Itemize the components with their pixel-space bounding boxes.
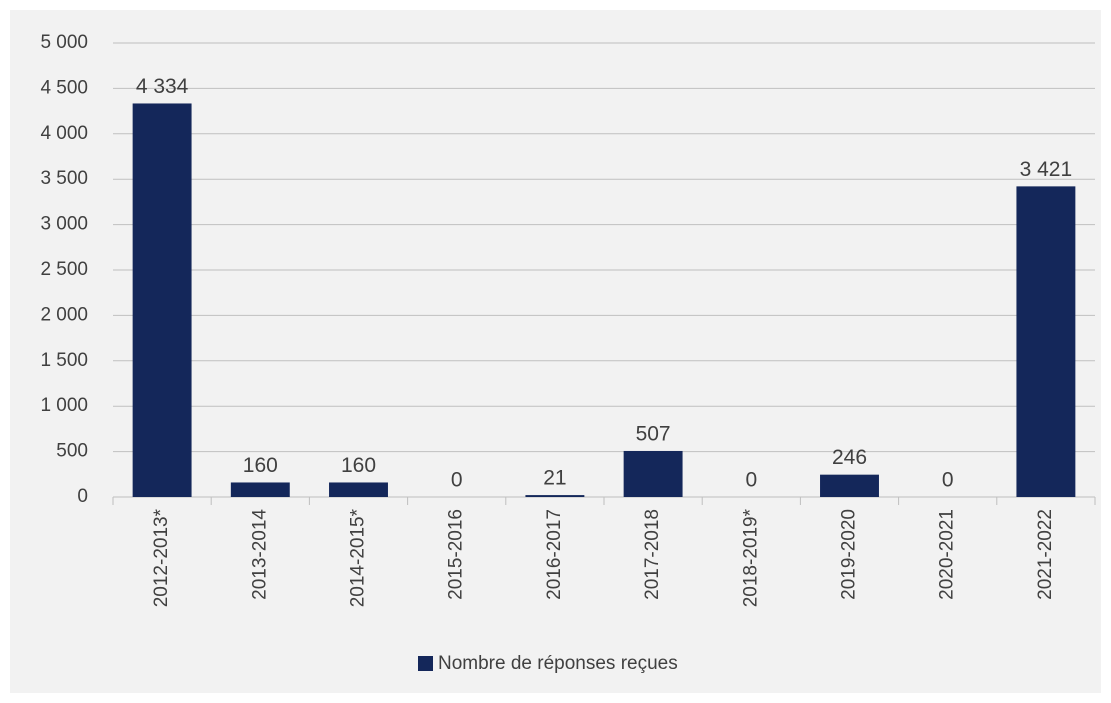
- chart-background: [10, 10, 1101, 693]
- x-tick-label: 2015-2016: [446, 509, 467, 600]
- x-tick-label: 2018-2019*: [740, 508, 761, 607]
- data-label: 0: [745, 469, 757, 492]
- y-tick-label: 4 000: [40, 123, 88, 144]
- bar: [230, 482, 290, 497]
- y-tick-label: 3 500: [40, 168, 88, 189]
- bar: [1016, 186, 1076, 497]
- data-label: 160: [341, 454, 376, 477]
- data-label: 3 421: [1020, 158, 1073, 181]
- data-label: 0: [451, 469, 463, 492]
- data-label: 246: [832, 446, 867, 469]
- y-tick-label: 1 500: [40, 350, 88, 371]
- legend-swatch: [418, 656, 433, 671]
- y-tick-label: 4 500: [40, 77, 88, 98]
- x-tick-label: 2021-2022: [1035, 509, 1056, 600]
- legend-label: Nombre de réponses reçues: [438, 653, 678, 674]
- y-tick-label: 500: [56, 441, 88, 462]
- bar: [623, 450, 683, 497]
- data-label: 21: [543, 467, 566, 490]
- x-tick-label: 2017-2018: [642, 509, 663, 600]
- y-tick-label: 5 000: [40, 32, 88, 53]
- bar: [820, 474, 879, 497]
- bar: [132, 103, 192, 497]
- bar: [329, 482, 388, 497]
- data-label: 507: [636, 423, 671, 446]
- x-tick-label: 2014-2015*: [348, 508, 369, 607]
- y-tick-label: 3 000: [40, 214, 88, 235]
- data-label: 0: [942, 469, 954, 492]
- x-tick-label: 2016-2017: [544, 509, 565, 600]
- y-tick-label: 2 000: [40, 304, 88, 325]
- x-tick-label: 2019-2020: [839, 509, 860, 600]
- x-tick-label: 2013-2014: [249, 509, 270, 600]
- bar: [525, 495, 585, 497]
- data-label: 4 334: [136, 75, 189, 98]
- x-tick-label: 2012-2013*: [151, 508, 172, 607]
- data-label: 160: [243, 454, 278, 477]
- x-tick-label: 2020-2021: [937, 509, 958, 600]
- y-tick-label: 0: [77, 486, 88, 507]
- y-tick-label: 1 000: [40, 395, 88, 416]
- y-tick-label: 2 500: [40, 259, 88, 280]
